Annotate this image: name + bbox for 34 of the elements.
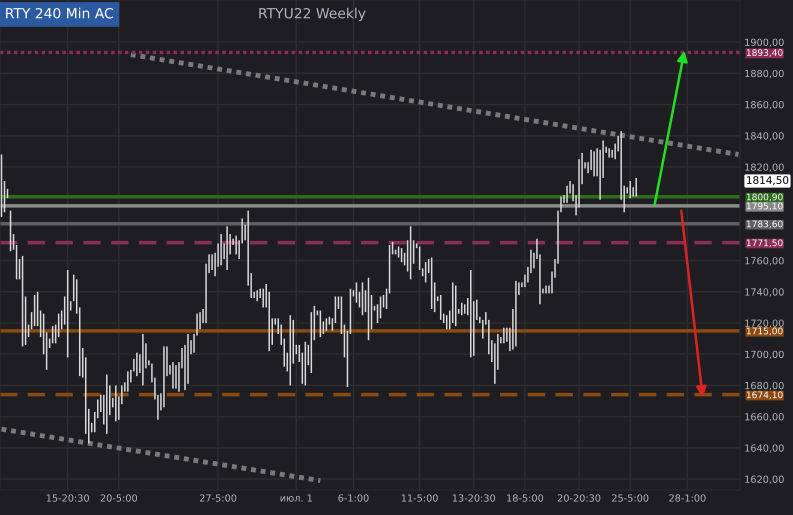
x-tick-label: 28-1:00 <box>669 494 706 502</box>
x-tick-label: 20-20:30 <box>558 494 600 502</box>
ref-line-label: 1715,00 <box>746 328 783 336</box>
text: RTYU22 Weekly <box>259 8 366 22</box>
y-tick-label: 1700,00 <box>745 350 784 360</box>
ref-line-label: 1795,10 <box>746 202 783 210</box>
ref-line-label: 1800,90 <box>746 194 783 202</box>
y-tick-label: 1640,00 <box>745 444 784 453</box>
ref-line-label: 1893,40 <box>746 49 783 57</box>
y-tick-label: 1660,00 <box>745 413 784 422</box>
y-tick-label: 1860,00 <box>745 101 784 110</box>
x-tick-label: 11-5:00 <box>402 494 438 502</box>
x-tick-label: июл. 1 <box>280 494 312 502</box>
ref-line-label: 1771,50 <box>746 239 783 248</box>
x-tick-label: 15-20:30 <box>46 494 89 502</box>
text: 1814,50 <box>747 176 788 186</box>
x-tick-label: 25-5:00 <box>612 494 648 502</box>
y-tick-label: 1620,00 <box>745 476 784 484</box>
x-tick-label: 13-20:30 <box>452 494 496 502</box>
y-tick-label: 1880,00 <box>745 70 784 78</box>
y-tick-label: 1740,00 <box>745 288 784 297</box>
x-tick-label: 6-1:00 <box>338 494 369 502</box>
y-tick-label: 1820,00 <box>745 163 784 172</box>
chart-title: RTY 240 Min AC <box>6 8 113 18</box>
y-tick-label: 1840,00 <box>745 132 784 141</box>
x-tick-label: 18-5:00 <box>507 494 544 502</box>
ref-line-label: 1674,10 <box>746 391 783 400</box>
y-tick-label: 1900,00 <box>745 38 784 47</box>
y-tick-label: 1680,00 <box>745 382 784 390</box>
x-tick-label: 20-5:00 <box>100 494 138 502</box>
y-tick-label: 1720,00 <box>745 320 784 328</box>
y-tick-label: 1760,00 <box>745 257 784 266</box>
ref-line-label: 1783,60 <box>746 220 783 228</box>
x-tick-label: 27-5:00 <box>200 494 236 502</box>
